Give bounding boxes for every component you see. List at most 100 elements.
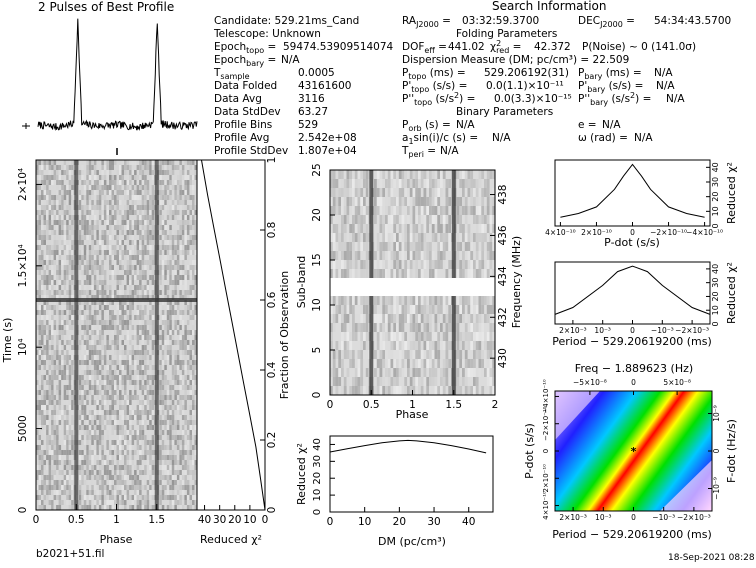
time-phase-cell bbox=[39, 470, 42, 475]
time-phase-cell bbox=[86, 200, 89, 205]
time-phase-cell bbox=[134, 425, 137, 430]
time-phase-cell bbox=[86, 280, 89, 285]
time-phase-cell bbox=[139, 435, 142, 440]
time-phase-cell bbox=[56, 480, 59, 485]
time-phase-cell bbox=[109, 450, 112, 455]
time-phase-cell bbox=[114, 260, 117, 265]
time-phase-cell bbox=[41, 335, 44, 340]
time-phase-cell bbox=[132, 480, 135, 485]
time-phase-cell bbox=[124, 435, 127, 440]
time-phase-cell bbox=[46, 165, 49, 170]
time-phase-cell bbox=[139, 385, 142, 390]
time-phase-cell bbox=[94, 325, 97, 330]
subband-cell bbox=[366, 197, 369, 206]
time-phase-cell bbox=[99, 220, 102, 225]
time-phase-cell bbox=[86, 180, 89, 185]
time-phase-cell bbox=[39, 205, 42, 210]
time-phase-cell bbox=[64, 205, 66, 210]
time-phase-cell bbox=[164, 485, 167, 490]
time-phase-cell bbox=[134, 350, 137, 355]
subband-cell bbox=[459, 359, 462, 368]
time-phase-cell bbox=[101, 350, 104, 355]
subband-cell bbox=[388, 188, 391, 197]
time-phase-cell bbox=[132, 495, 135, 500]
subband-cell bbox=[385, 332, 388, 341]
time-phase-cell bbox=[79, 455, 82, 460]
subband-cell bbox=[338, 377, 341, 386]
time-phase-cell bbox=[182, 405, 185, 410]
subband-cell bbox=[426, 215, 429, 224]
time-phase-cell bbox=[159, 160, 162, 165]
subband-cell bbox=[360, 377, 363, 386]
binary-heading: Binary Parameters bbox=[456, 106, 553, 118]
time-phase-cell bbox=[139, 260, 142, 265]
time-phase-cell bbox=[96, 440, 99, 445]
subband-cell bbox=[490, 386, 493, 395]
time-phase-cell bbox=[129, 195, 132, 200]
time-phase-cell bbox=[94, 355, 97, 360]
subband-cell bbox=[476, 251, 479, 260]
time-phase-cell bbox=[174, 320, 177, 325]
a-sini-label: a1sin(i)/c (s) = bbox=[402, 132, 478, 146]
time-phase-cell bbox=[139, 195, 142, 200]
time-phase-cell bbox=[192, 390, 195, 395]
time-phase-cell bbox=[49, 500, 52, 505]
time-phase-cell bbox=[190, 245, 193, 250]
time-phase-cell bbox=[41, 505, 44, 510]
time-phase-cell bbox=[66, 175, 69, 180]
time-phase-cell bbox=[117, 490, 120, 495]
time-phase-cell bbox=[127, 240, 130, 245]
time-phase-cell bbox=[81, 215, 84, 220]
time-phase-cell bbox=[147, 235, 150, 240]
y-axis-label: Fraction of Observation bbox=[278, 271, 291, 400]
x-tick-label: −2×10⁻³ bbox=[675, 326, 709, 335]
time-phase-cell bbox=[84, 395, 87, 400]
time-phase-cell bbox=[106, 305, 109, 310]
time-phase-cell bbox=[147, 315, 150, 320]
time-phase-cell bbox=[99, 400, 102, 405]
subband-cell bbox=[358, 377, 361, 386]
time-phase-cell bbox=[137, 285, 140, 290]
time-phase-cell bbox=[142, 195, 145, 200]
time-phase-cell bbox=[192, 215, 195, 220]
time-phase-cell bbox=[39, 360, 42, 365]
time-phase-cell bbox=[129, 170, 132, 175]
time-phase-cell bbox=[192, 310, 195, 315]
time-phase-cell bbox=[59, 260, 62, 265]
time-phase-cell bbox=[147, 480, 150, 485]
time-phase-cell bbox=[187, 275, 190, 280]
subband-cell bbox=[448, 314, 451, 323]
time-phase-cell bbox=[101, 165, 104, 170]
time-phase-cell bbox=[59, 310, 62, 315]
time-phase-cell bbox=[54, 505, 57, 510]
subband-cell bbox=[355, 188, 358, 197]
subband-cell bbox=[393, 260, 396, 269]
subband-cell bbox=[440, 260, 443, 269]
time-phase-cell bbox=[182, 460, 185, 465]
time-phase-cell bbox=[81, 200, 84, 205]
subband-cell bbox=[459, 332, 462, 341]
subband-cell bbox=[424, 377, 427, 386]
subband-cell bbox=[490, 233, 493, 242]
time-phase-cell bbox=[69, 465, 72, 470]
time-phase-cell bbox=[184, 185, 187, 190]
time-phase-cell bbox=[159, 420, 162, 425]
subband-cell bbox=[415, 197, 418, 206]
subband-cell bbox=[363, 341, 366, 350]
time-phase-cell bbox=[144, 195, 147, 200]
time-phase-cell bbox=[137, 410, 140, 415]
time-phase-cell bbox=[112, 280, 115, 285]
subband-cell bbox=[407, 350, 410, 359]
time-phase-cell bbox=[69, 195, 72, 200]
epoch-bary-label: Epochbary = bbox=[214, 54, 276, 68]
time-phase-cell bbox=[59, 450, 62, 455]
time-phase-cell bbox=[147, 355, 150, 360]
subband-cell bbox=[382, 242, 385, 251]
subband-cell bbox=[360, 269, 363, 278]
time-phase-cell bbox=[89, 490, 92, 495]
subband-cell bbox=[341, 305, 344, 314]
subband-cell bbox=[374, 332, 377, 341]
subband-cell bbox=[448, 233, 451, 242]
time-phase-cell bbox=[179, 290, 182, 295]
time-phase-cell bbox=[91, 290, 94, 295]
